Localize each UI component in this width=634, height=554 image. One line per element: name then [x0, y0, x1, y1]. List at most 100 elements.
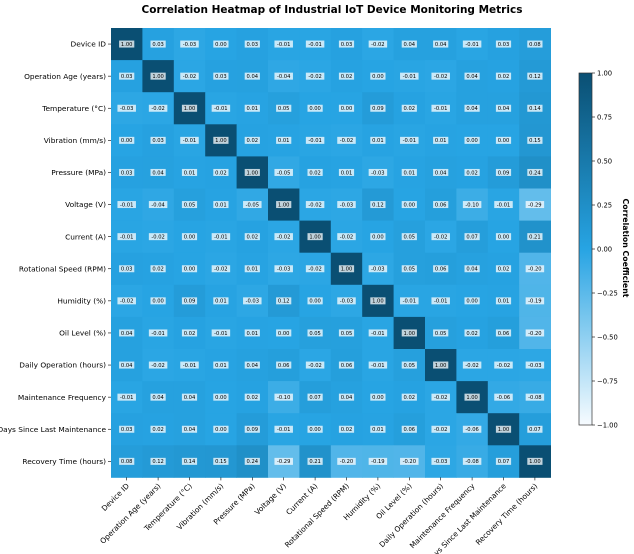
- cell-value-label: -0.02: [497, 363, 510, 369]
- cell-value-label: -0.02: [151, 106, 164, 112]
- cell-label-background: [401, 201, 417, 209]
- colorbar-tick-label: −0.75: [597, 377, 618, 385]
- cell-label-background: [307, 168, 323, 176]
- cell-label-background: [181, 425, 198, 433]
- cell-value-label: -0.06: [497, 395, 510, 401]
- cell-label-background: [370, 297, 386, 305]
- cell-value-label: 0.01: [215, 202, 227, 208]
- cell-label-background: [276, 201, 292, 209]
- cell-label-background: [276, 136, 292, 144]
- cell-value-label: 0.03: [247, 42, 259, 48]
- cell-label-background: [527, 168, 543, 176]
- cell-label-background: [495, 457, 512, 465]
- cell-label-background: [337, 297, 356, 305]
- cell-value-label: -0.01: [183, 363, 196, 369]
- cell-label-background: [211, 265, 231, 273]
- cell-label-background: [368, 168, 388, 176]
- cell-label-background: [525, 361, 545, 369]
- cell-value-label: 0.02: [404, 106, 416, 112]
- cell-value-label: 0.21: [309, 459, 321, 465]
- cell-value-label: -0.03: [371, 267, 384, 273]
- cell-value-label: 0.00: [372, 395, 384, 401]
- cell-label-background: [431, 393, 450, 401]
- cell-value-label: 0.04: [466, 267, 478, 273]
- cell-value-label: 0.00: [466, 138, 478, 144]
- colorbar-tick-label: 0.25: [597, 201, 612, 209]
- cell-label-background: [305, 201, 325, 209]
- cell-value-label: -0.02: [465, 363, 478, 369]
- cell-value-label: 0.01: [498, 299, 510, 305]
- cell-label-background: [401, 329, 417, 337]
- cell-value-label: 0.09: [498, 170, 510, 176]
- cell-value-label: -0.01: [434, 106, 447, 112]
- cell-value-label: -0.02: [308, 267, 321, 273]
- cell-label-background: [495, 104, 512, 112]
- cell-value-label: -0.02: [308, 202, 321, 208]
- cell-value-label: -0.10: [277, 395, 290, 401]
- cell-label-background: [243, 201, 262, 209]
- cell-value-label: 0.00: [215, 395, 227, 401]
- cell-value-label: 1.00: [372, 299, 384, 305]
- cell-value-label: -0.01: [371, 363, 384, 369]
- cell-label-background: [148, 201, 168, 209]
- cell-label-background: [307, 425, 323, 433]
- cell-label-background: [433, 329, 449, 337]
- cell-label-background: [307, 393, 323, 401]
- cell-value-label: 0.02: [247, 138, 259, 144]
- cell-value-label: 0.03: [152, 138, 164, 144]
- cell-value-label: 0.00: [372, 234, 384, 240]
- colorbar-tick-label: −0.50: [597, 333, 618, 341]
- cell-value-label: 0.00: [184, 267, 196, 273]
- cell-value-label: 0.06: [404, 427, 416, 433]
- cell-value-label: 0.05: [341, 331, 353, 337]
- cell-label-background: [305, 361, 325, 369]
- cell-value-label: 0.01: [247, 106, 259, 112]
- cell-label-background: [338, 393, 355, 401]
- cell-value-label: 0.01: [372, 427, 384, 433]
- cell-label-background: [368, 40, 388, 48]
- cell-value-label: 1.00: [184, 106, 196, 112]
- cell-value-label: 0.08: [529, 42, 541, 48]
- cell-label-background: [274, 393, 293, 401]
- cell-label-background: [119, 361, 135, 369]
- cell-value-label: -0.03: [246, 299, 259, 305]
- cell-value-label: -0.02: [340, 234, 353, 240]
- cell-value-label: 0.00: [184, 234, 196, 240]
- cell-value-label: -0.02: [183, 74, 196, 80]
- cell-value-label: 0.14: [529, 106, 541, 112]
- cell-label-background: [213, 201, 229, 209]
- cell-label-background: [462, 361, 482, 369]
- cell-label-background: [119, 329, 135, 337]
- cell-value-label: 1.00: [529, 459, 541, 465]
- cell-value-label: 0.07: [309, 395, 321, 401]
- cell-value-label: 0.01: [215, 363, 227, 369]
- cell-value-label: 0.03: [121, 74, 133, 80]
- heatmap-grid: 1.00 0.03 -0.03 0.00 0.03 -0.01 -0.01 0.03 -0.02…: [111, 28, 551, 478]
- cell-label-background: [180, 361, 199, 369]
- cell-label-background: [305, 40, 325, 48]
- cell-label-background: [433, 265, 449, 273]
- y-tick-label: Rotational Speed (RPM): [19, 264, 106, 273]
- y-tick-label: Voltage (V): [65, 200, 106, 209]
- cell-value-label: 1.00: [404, 331, 416, 337]
- y-axis-labels: Device ID Operation Age (years) Temperatur…: [0, 40, 111, 466]
- cell-label-background: [181, 457, 198, 465]
- cell-label-background: [464, 233, 480, 241]
- cell-label-background: [181, 233, 198, 241]
- cell-label-background: [338, 329, 355, 337]
- cell-label-background: [338, 361, 355, 369]
- cell-value-label: -0.02: [308, 74, 321, 80]
- cell-value-label: -0.08: [528, 395, 541, 401]
- cell-value-label: -0.01: [214, 106, 227, 112]
- cell-value-label: 0.14: [184, 459, 196, 465]
- cell-value-label: -0.06: [465, 427, 478, 433]
- cell-value-label: 0.00: [152, 299, 164, 305]
- cell-value-label: 0.15: [215, 459, 227, 465]
- cell-value-label: 0.04: [121, 331, 133, 337]
- cell-value-label: 0.04: [247, 363, 259, 369]
- cell-label-background: [274, 40, 293, 48]
- cell-value-label: -0.19: [528, 299, 541, 305]
- cell-label-background: [148, 361, 168, 369]
- cell-label-background: [337, 233, 356, 241]
- cell-label-background: [401, 361, 417, 369]
